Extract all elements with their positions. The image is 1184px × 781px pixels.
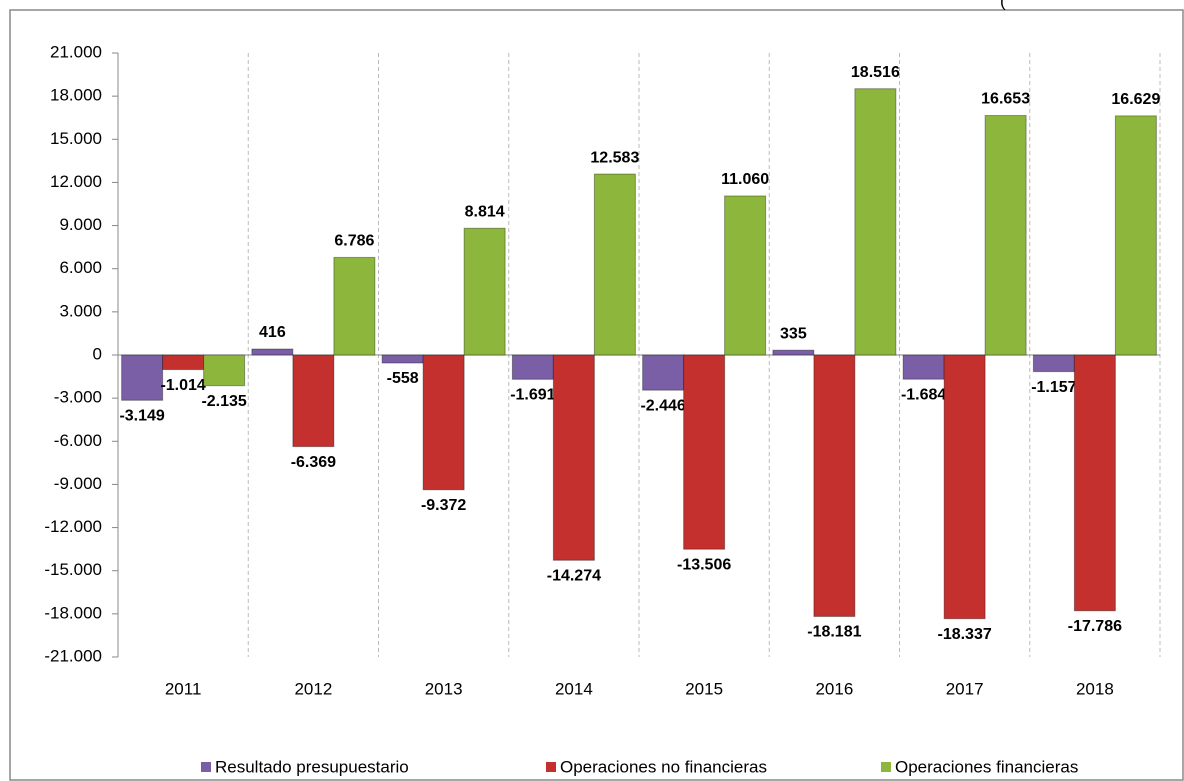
x-tick-label: 2018 — [1076, 679, 1114, 698]
bar — [943, 354, 986, 620]
data-label: 6.786 — [334, 233, 374, 250]
legend-label: Operaciones no financieras — [560, 757, 767, 776]
bar — [1073, 354, 1116, 612]
legend-label: Resultado presupuestario — [215, 757, 409, 776]
y-tick-label: -12.000 — [44, 517, 102, 536]
data-label: -6.369 — [291, 454, 336, 471]
bar — [511, 354, 554, 380]
data-label: 335 — [780, 325, 807, 342]
bar — [381, 354, 424, 364]
bar — [772, 349, 815, 356]
y-tick-label: -3.000 — [54, 388, 102, 407]
y-tick-label: 18.000 — [50, 86, 102, 105]
legend-swatch — [881, 762, 891, 772]
y-tick-label: 15.000 — [50, 129, 102, 148]
chart-frame — [9, 9, 1184, 781]
bar — [854, 88, 897, 356]
bar — [1032, 354, 1075, 373]
data-label: 416 — [259, 324, 286, 341]
data-label: -2.446 — [640, 397, 685, 414]
data-label: 12.583 — [590, 149, 639, 166]
data-label: 18.516 — [851, 64, 900, 81]
bar — [251, 348, 294, 356]
bar — [203, 354, 246, 387]
bar — [463, 227, 506, 356]
y-tick-label: 6.000 — [59, 258, 102, 277]
data-label: -1.014 — [160, 377, 205, 394]
bar — [813, 354, 856, 617]
bar — [593, 173, 636, 356]
y-tick-label: 3.000 — [59, 301, 102, 320]
data-label: 16.653 — [981, 91, 1030, 108]
legend-label: Operaciones financieras — [895, 757, 1078, 776]
data-label: -14.274 — [547, 567, 601, 584]
data-label: -558 — [387, 370, 419, 387]
bar — [422, 354, 465, 491]
y-tick-label: -15.000 — [44, 560, 102, 579]
x-tick-label: 2011 — [165, 679, 202, 698]
y-tick-label: 0 — [93, 344, 102, 363]
data-label: -17.786 — [1068, 618, 1122, 635]
bar — [1114, 115, 1157, 356]
data-label: 16.629 — [1111, 91, 1160, 108]
x-tick-label: 2016 — [815, 679, 853, 698]
bar — [552, 354, 595, 561]
legend-swatch — [546, 762, 556, 772]
y-tick-label: -6.000 — [54, 431, 102, 450]
bar — [642, 354, 685, 391]
x-tick-label: 2015 — [685, 679, 723, 698]
data-label: -1.691 — [510, 387, 555, 404]
bar — [292, 354, 335, 448]
bar — [724, 195, 767, 356]
y-tick-label: -21.000 — [44, 646, 102, 665]
bar — [333, 256, 376, 356]
data-label: -18.181 — [807, 624, 861, 641]
bar — [902, 354, 945, 380]
x-tick-label: 2014 — [555, 679, 593, 698]
y-tick-label: 12.000 — [50, 172, 102, 191]
x-tick-label: 2013 — [425, 679, 463, 698]
legend-swatch — [201, 762, 211, 772]
data-label: -9.372 — [421, 497, 466, 514]
x-tick-label: 2012 — [294, 679, 332, 698]
data-label: -18.337 — [937, 626, 991, 643]
x-tick-label: 2017 — [946, 679, 984, 698]
y-tick-label: -9.000 — [54, 474, 102, 493]
y-tick-label: 21.000 — [50, 42, 102, 61]
data-label: 8.814 — [465, 203, 505, 220]
data-label: -1.684 — [901, 386, 946, 403]
bar — [162, 354, 205, 371]
bar — [121, 354, 164, 401]
data-label: -13.506 — [677, 556, 731, 573]
y-tick-label: 9.000 — [59, 215, 102, 234]
data-label: -3.149 — [119, 408, 164, 425]
note: ( — [1000, 0, 1006, 10]
bar — [984, 115, 1027, 356]
data-label: -1.157 — [1031, 379, 1076, 396]
y-tick-label: -18.000 — [44, 603, 102, 622]
data-label: 11.060 — [721, 171, 769, 188]
bar — [683, 354, 726, 550]
data-label: -2.135 — [201, 393, 246, 410]
